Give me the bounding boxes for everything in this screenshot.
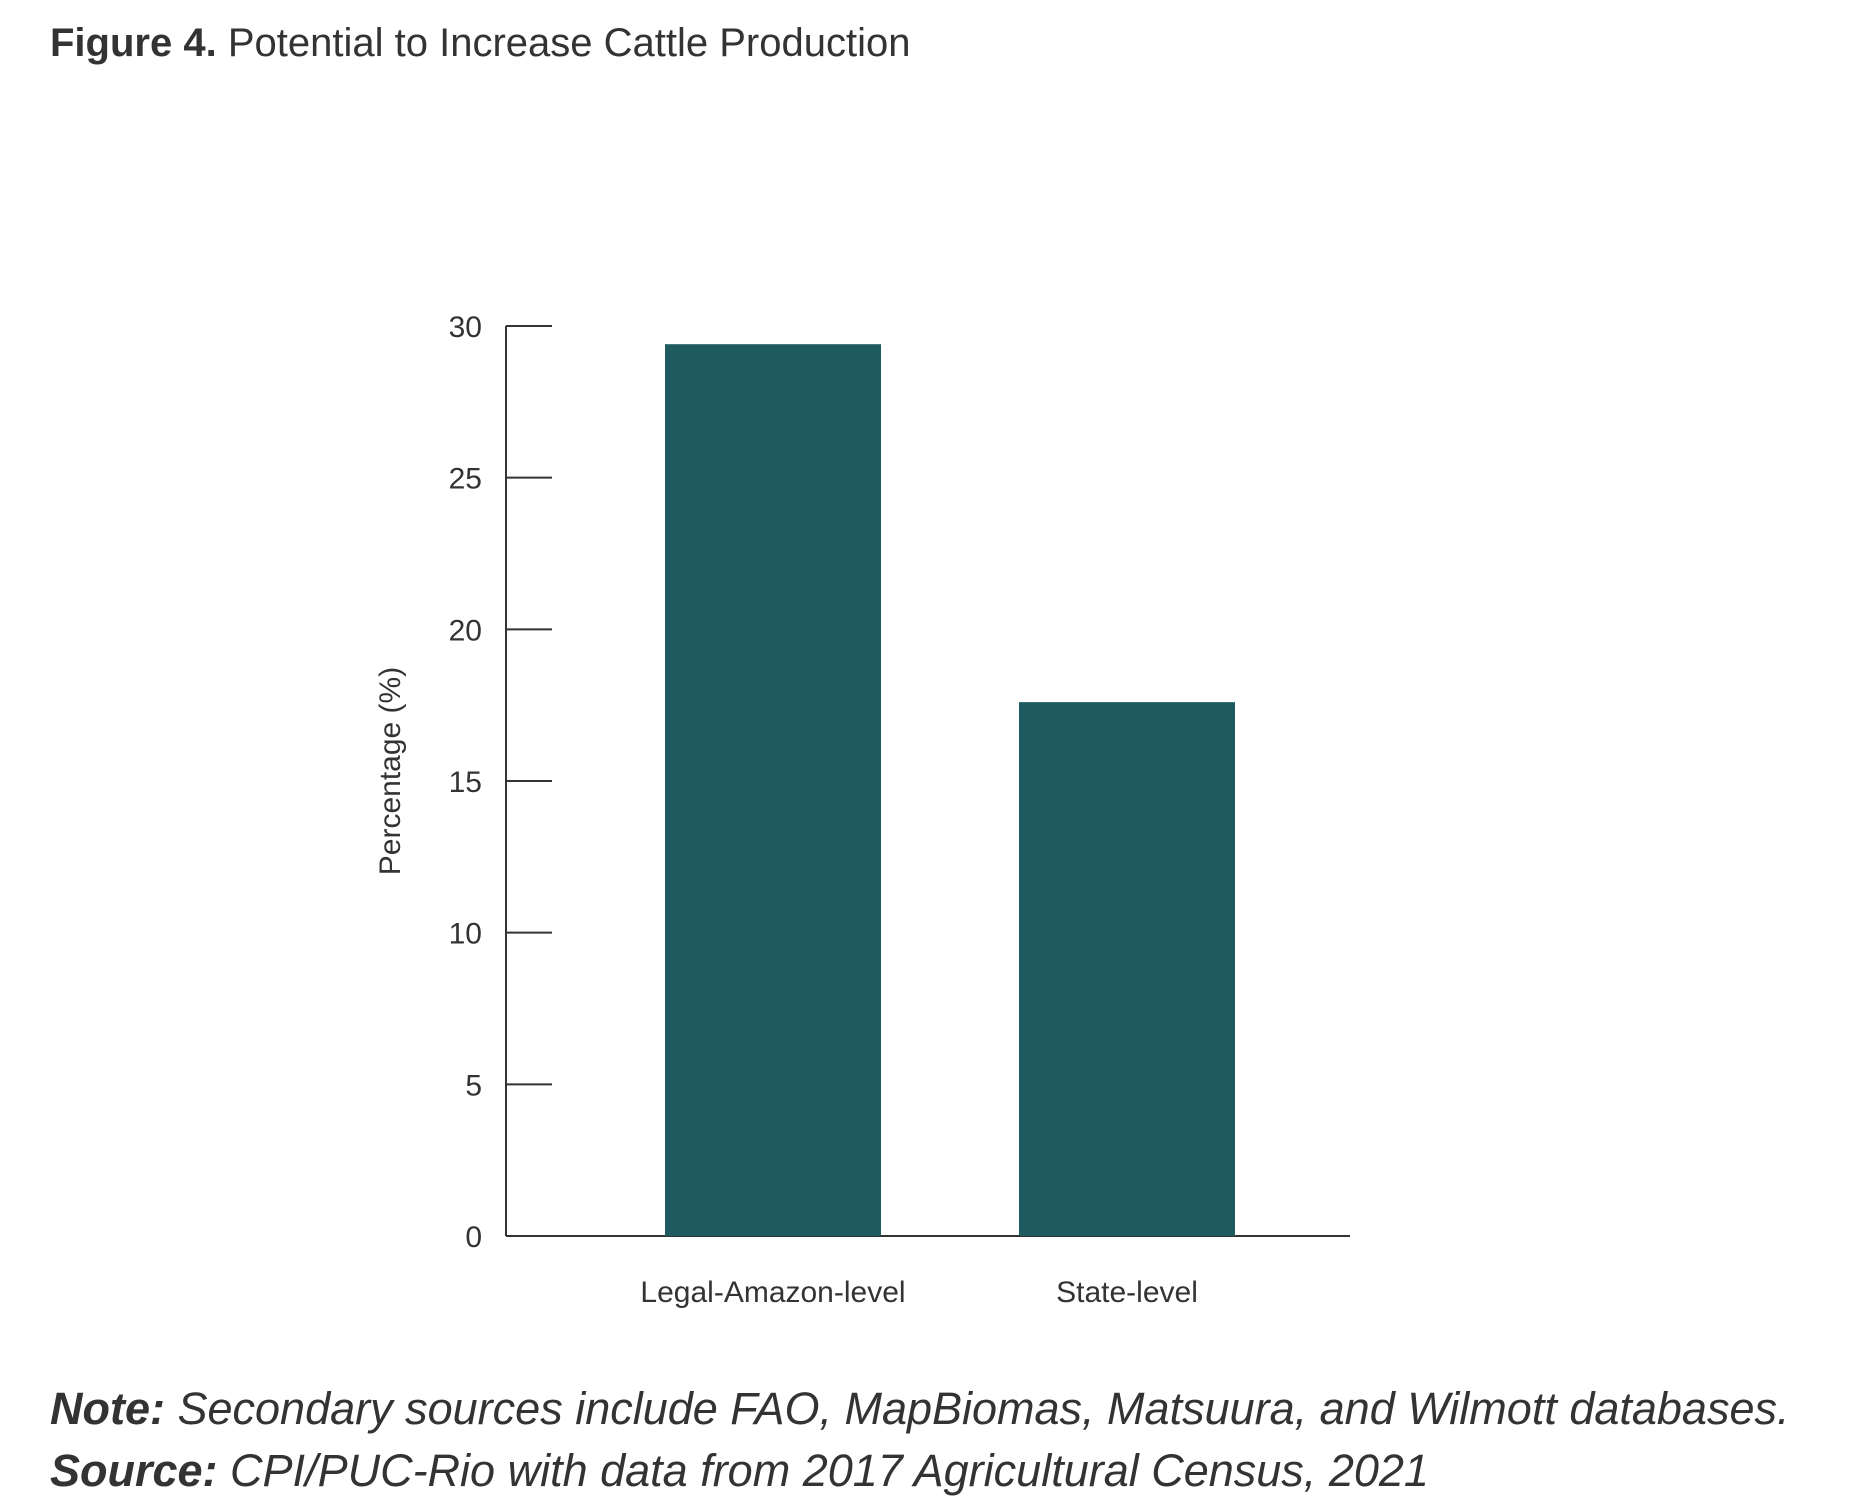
figure-title: Figure 4. Potential to Increase Cattle P…	[50, 18, 910, 68]
y-axis-title: Percentage (%)	[374, 667, 407, 875]
y-tick-label-10: 10	[449, 918, 482, 951]
y-axis: 0 5 10 15 20 25 30	[449, 311, 552, 1254]
y-tick-label-30: 30	[449, 311, 482, 344]
note-text: Secondary sources include FAO, MapBiomas…	[164, 1383, 1790, 1434]
y-tick-label-5: 5	[465, 1069, 482, 1102]
note-line: Note: Secondary sources include FAO, Map…	[50, 1378, 1790, 1440]
source-line: Source: CPI/PUC-Rio with data from 2017 …	[50, 1440, 1790, 1502]
x-tick-label-legal-amazon-level: Legal-Amazon-level	[640, 1276, 905, 1309]
source-text: CPI/PUC-Rio with data from 2017 Agricult…	[217, 1445, 1429, 1496]
y-tick-label-15: 15	[449, 766, 482, 799]
y-tick-label-20: 20	[449, 614, 482, 647]
footnotes: Note: Secondary sources include FAO, Map…	[50, 1378, 1790, 1502]
x-tick-labels: Legal-Amazon-level State-level	[640, 1276, 1197, 1309]
figure-title-text: Potential to Increase Cattle Production	[227, 21, 911, 65]
y-tick-label-0: 0	[465, 1221, 482, 1254]
y-tick-label-25: 25	[449, 463, 482, 496]
figure-label: Figure 4.	[50, 21, 217, 65]
x-tick-label-state-level: State-level	[1056, 1276, 1198, 1309]
bars	[665, 344, 1235, 1236]
bar-state-level	[1019, 702, 1235, 1236]
source-label: Source:	[50, 1445, 218, 1496]
note-label: Note:	[50, 1383, 165, 1434]
bar-legal-amazon-level	[665, 344, 881, 1236]
